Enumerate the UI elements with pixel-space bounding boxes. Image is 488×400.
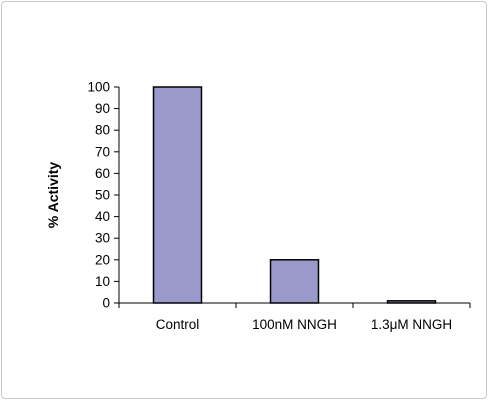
bar (152, 86, 203, 304)
y-tick-label: 80 (95, 123, 110, 138)
y-tick-label: 60 (95, 166, 110, 181)
y-tick-label: 90 (95, 101, 110, 116)
y-tick-label: 30 (95, 231, 110, 246)
y-tick-label: 100 (87, 80, 110, 95)
y-tick-label: 20 (95, 252, 110, 267)
y-tick-label: 70 (95, 144, 110, 159)
y-axis-ticks: 0 10 20 30 40 50 60 70 80 90 100 (87, 80, 119, 311)
y-tick-label: 50 (95, 188, 110, 203)
y-tick-label: 40 (95, 209, 110, 224)
x-tick-label: 100nM NNGH (252, 317, 337, 332)
x-tick-label: Control (156, 317, 200, 332)
y-tick-label: 10 (95, 274, 110, 289)
x-axis-labels: Control 100nM NNGH 1.3μM NNGH (118, 303, 471, 332)
y-tick-label: 0 (102, 296, 110, 311)
bars (152, 86, 437, 304)
x-tick-label: 1.3μM NNGH (371, 317, 452, 332)
bar (269, 259, 320, 304)
y-axis-title: % Activity (45, 162, 61, 229)
